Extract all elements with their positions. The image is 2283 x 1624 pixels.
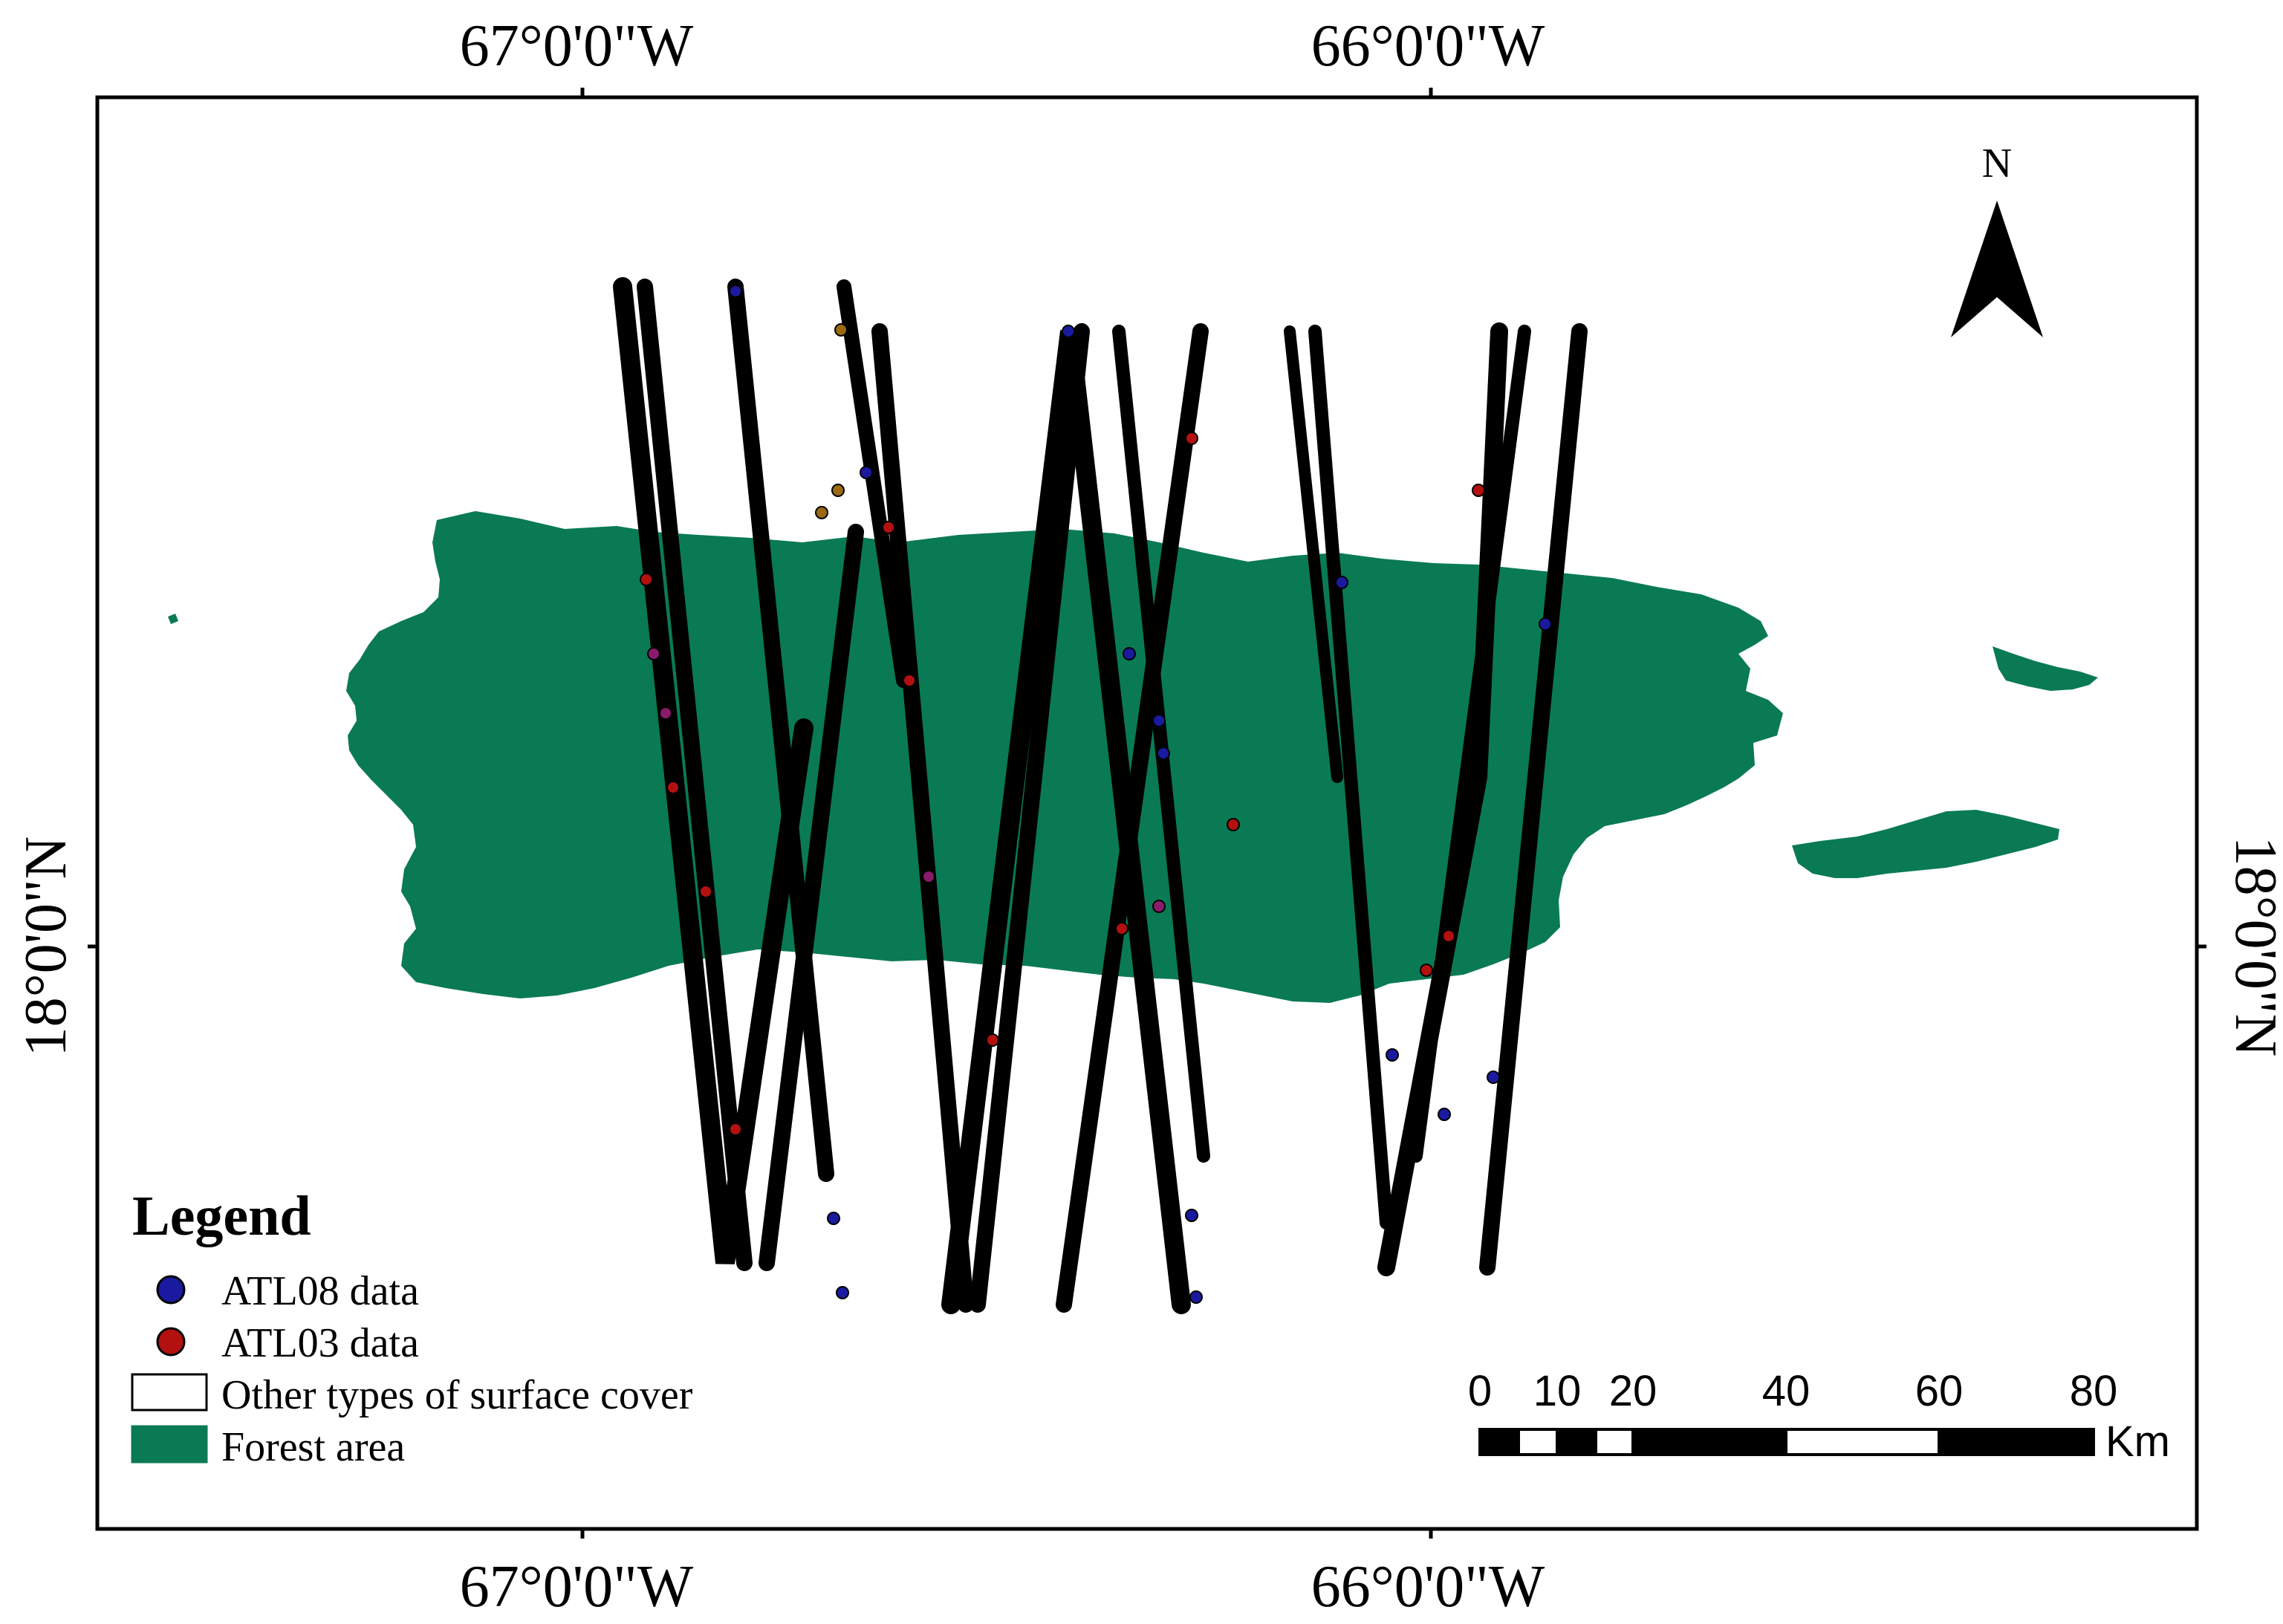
track-5 (837, 279, 911, 688)
lon-label-bottom-west: 67°0'0"W (460, 1554, 694, 1620)
mixed-point (834, 323, 848, 337)
atl03-point (1115, 922, 1128, 935)
atl08-point (827, 1212, 840, 1225)
atl08-point (1189, 1290, 1203, 1304)
mixed-point (647, 647, 660, 660)
track-12 (1308, 325, 1393, 1230)
scale-unit-label: Km (2105, 1417, 2170, 1466)
data-points (640, 285, 1552, 1304)
scale-tick-label: 10 (1533, 1367, 1582, 1415)
atl08-point (1335, 576, 1348, 589)
atl08-point (1438, 1108, 1451, 1121)
lon-label-bottom-east: 66°0'0"W (1311, 1554, 1545, 1620)
atl08-point (1487, 1071, 1500, 1084)
scale-tick-label: 0 (1468, 1367, 1492, 1415)
atl08-point (729, 285, 742, 298)
track-11 (1284, 325, 1343, 783)
track-3 (727, 279, 834, 1182)
track-8 (970, 323, 1090, 1313)
atl03-point (699, 885, 712, 898)
legend: Legend ATL08 data ATL03 data Other types… (131, 1185, 693, 1470)
atl03-point (903, 674, 916, 687)
mixed-point (1152, 900, 1166, 913)
culebra-island (1993, 646, 2098, 691)
atl08-point (860, 466, 873, 479)
atl03-point (882, 521, 895, 534)
graticule-ticks (88, 88, 2206, 1539)
atl03-point (1472, 484, 1485, 497)
atl08-point (1062, 325, 1075, 338)
north-arrow-icon (1951, 201, 2043, 337)
scale-segment (1631, 1428, 1787, 1456)
scale-segment (1594, 1428, 1634, 1456)
atl03-point (1185, 432, 1198, 445)
scale-segment (1478, 1428, 1520, 1456)
atl08-point (836, 1286, 849, 1299)
atl08-point (1123, 647, 1136, 660)
legend-atl08-label: ATL08 data (221, 1268, 419, 1314)
legend-forest-symbol (131, 1425, 208, 1464)
lat-label-left: 18°0'0"N (13, 837, 79, 1057)
track-14 (1409, 325, 1531, 1163)
track-4 (759, 524, 864, 1271)
vieques-island (1792, 810, 2059, 878)
atl03-point (640, 573, 653, 586)
atl08-point (1157, 747, 1170, 760)
atl03-point (1442, 929, 1455, 943)
lat-label-right: 18°0'0"N (2223, 837, 2283, 1057)
scale-segment (1784, 1428, 1941, 1456)
atl03-point (986, 1033, 999, 1047)
legend-other-cover-label: Other types of surface cover (221, 1372, 693, 1418)
small-islet (168, 614, 178, 624)
legend-atl08-symbol (156, 1275, 186, 1305)
scale-tick-label: 20 (1609, 1367, 1657, 1415)
mixed-point (659, 707, 672, 720)
scale-tick-label: 80 (2070, 1367, 2118, 1415)
legend-other-cover-symbol (131, 1373, 208, 1412)
mixed-point (815, 506, 828, 519)
scale-segment (1556, 1428, 1597, 1456)
mixed-point (922, 870, 935, 883)
atl08-point (1152, 714, 1166, 727)
scale-segment (1517, 1428, 1559, 1456)
scale-tick-label: 40 (1762, 1367, 1811, 1415)
track-15 (1479, 323, 1588, 1276)
mixed-point (831, 484, 845, 497)
legend-forest-label: Forest area (221, 1424, 405, 1470)
north-arrow: N (1951, 140, 2043, 337)
atl08-point (1185, 1209, 1198, 1222)
track-9 (1112, 325, 1210, 1163)
track-1 (613, 277, 813, 1264)
atl03-point (666, 781, 680, 794)
icesat2-tracks (613, 277, 1588, 1314)
track-2 (637, 279, 753, 1271)
atl03-point (1420, 964, 1433, 977)
atl03-point (1227, 818, 1240, 831)
legend-atl03-symbol (156, 1327, 186, 1357)
track-10 (1056, 323, 1209, 1313)
track-6 (871, 323, 974, 1313)
atl08-point (1539, 617, 1552, 631)
north-arrow-label: N (1982, 140, 2012, 186)
atl08-point (1386, 1048, 1399, 1062)
atl03-point (729, 1123, 742, 1136)
lon-label-top-east: 66°0'0"W (1311, 13, 1545, 79)
legend-title: Legend (132, 1185, 311, 1247)
lon-label-top-west: 67°0'0"W (460, 13, 694, 79)
scale-bar: 0 10 20 40 60 80 Km (1468, 1367, 2170, 1466)
scale-segment (1938, 1428, 2095, 1456)
scale-tick-label: 60 (1915, 1367, 1964, 1415)
legend-atl03-label: ATL03 data (221, 1320, 419, 1366)
